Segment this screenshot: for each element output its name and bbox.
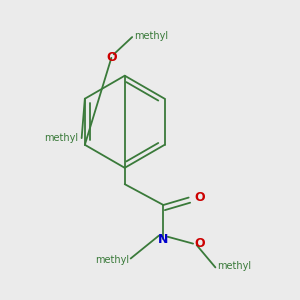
Text: O: O xyxy=(106,51,117,64)
Text: methyl: methyl xyxy=(95,255,129,265)
Text: O: O xyxy=(194,191,205,204)
Text: methyl: methyl xyxy=(134,31,168,40)
Text: methyl: methyl xyxy=(44,133,79,143)
Text: O: O xyxy=(195,237,205,250)
Text: methyl: methyl xyxy=(217,261,251,271)
Text: N: N xyxy=(158,233,169,246)
